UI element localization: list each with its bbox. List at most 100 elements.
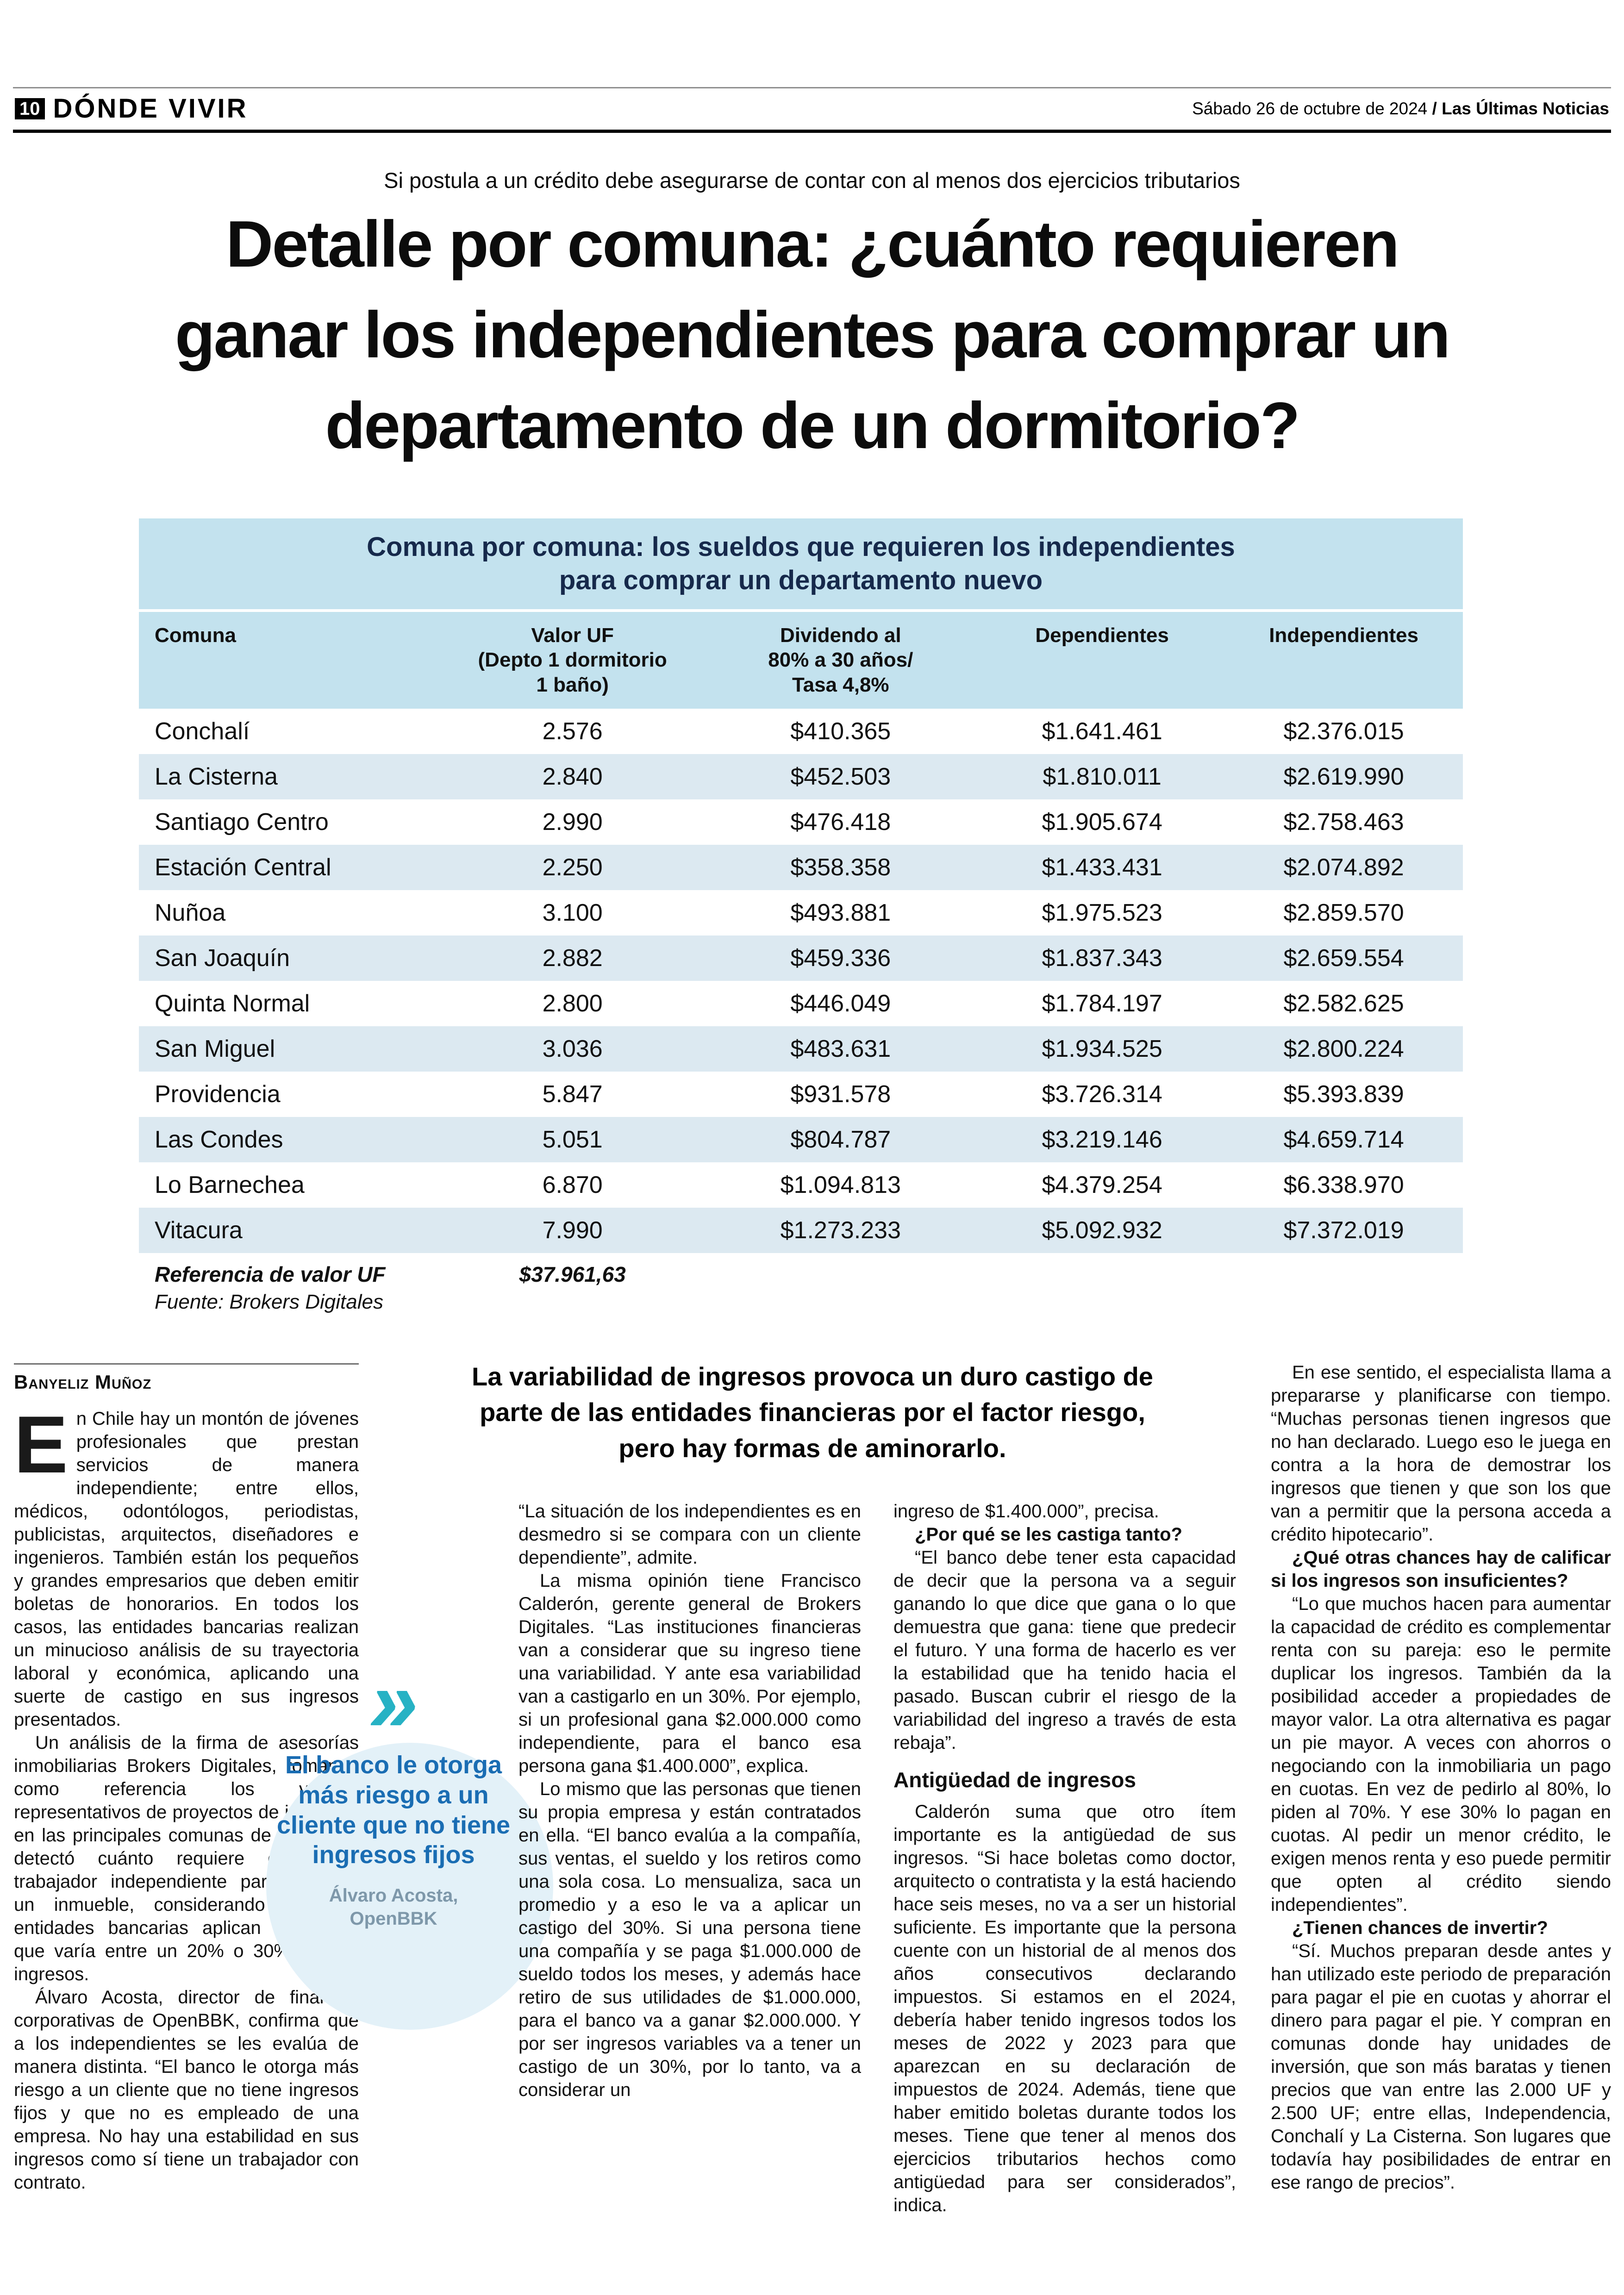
cell-independientes: $4.659.714 — [1283, 1126, 1404, 1153]
cell-dividendo: $452.503 — [790, 763, 891, 790]
question-line: ¿Por qué se les castiga tanto? — [915, 1524, 1182, 1545]
paragraph: Lo mismo que las personas que tienen su … — [518, 1779, 861, 2100]
paragraph: “Lo que muchos hacen para aumentar la ca… — [1271, 1594, 1611, 1915]
deck: La variabilidad de ingresos provoca un d… — [472, 1362, 1153, 1463]
table-row: Conchalí 2.576 $410.365 $1.641.461 $2.37… — [139, 709, 1463, 754]
question-line: ¿Tienen chances de invertir? — [1292, 1918, 1548, 1938]
paragraph: Álvaro Acosta, director de finanzas corp… — [14, 1987, 359, 2193]
cell-dependientes: $1.433.431 — [1042, 854, 1162, 881]
cell-comuna: Nuñoa — [155, 899, 226, 926]
cell-dependientes: $1.641.461 — [1042, 717, 1162, 745]
cell-dependientes: $1.934.525 — [1042, 1035, 1162, 1062]
dateline: Sábado 26 de octubre de 2024 / Las Últim… — [1192, 99, 1609, 118]
cell-dependientes: $1.975.523 — [1042, 899, 1162, 926]
col-header-dependientes: Dependientes — [1035, 624, 1169, 647]
cell-uf: 6.870 — [542, 1171, 603, 1198]
paragraph: “La situación de los independientes es e… — [518, 1501, 861, 1568]
cell-comuna: Quinta Normal — [155, 990, 310, 1017]
cell-uf: 2.840 — [542, 763, 603, 790]
cell-dependientes: $1.837.343 — [1042, 944, 1162, 972]
uf-reference-row: Referencia de valor UF $37.961,63 — [139, 1261, 1463, 1288]
cell-uf: 5.847 — [542, 1080, 603, 1108]
page-number-badge: 10 — [15, 98, 45, 119]
cell-comuna: La Cisterna — [155, 763, 278, 790]
masthead: 10 DÓNDE VIVIR Sábado 26 de octubre de 2… — [13, 87, 1611, 133]
byline: Banyeliz Muñoz — [14, 1363, 359, 1393]
paragraph: “El banco debe tener esta capacidad de d… — [893, 1547, 1236, 1753]
cell-uf: 2.250 — [542, 854, 603, 881]
cell-dividendo: $358.358 — [790, 854, 891, 881]
table-row: San Miguel 3.036 $483.631 $1.934.525 $2.… — [139, 1026, 1463, 1072]
col-header-independientes: Independientes — [1269, 624, 1418, 647]
col-header-comuna: Comuna — [155, 624, 236, 647]
col-header-dividendo: Dividendo al 80% a 30 años/ Tasa 4,8% — [768, 624, 913, 697]
table-row: Las Condes 5.051 $804.787 $3.219.146 $4.… — [139, 1116, 1463, 1162]
cell-uf: 2.990 — [542, 808, 603, 836]
cell-independientes: $2.582.625 — [1283, 990, 1404, 1017]
cell-comuna: Conchalí — [155, 717, 250, 745]
quote-chevron-icon: » — [369, 1652, 418, 1750]
cell-comuna: Lo Barnechea — [155, 1171, 305, 1198]
cell-dependientes: $3.219.146 — [1042, 1126, 1162, 1153]
question-line: ¿Qué otras chances hay de calificar si l… — [1271, 1547, 1611, 1591]
pull-quote-attribution: Álvaro Acosta, OpenBBK — [329, 1885, 458, 1929]
pull-quote: » El banco le otorga más riesgo a un cli… — [273, 1652, 514, 1930]
paragraph: En Chile hay un montón de jóvenes profes… — [14, 1400, 359, 1730]
cell-dividendo: $476.418 — [790, 808, 891, 836]
cell-dividendo: $446.049 — [790, 990, 891, 1017]
cell-comuna: Vitacura — [155, 1216, 243, 1244]
paragraph: La misma opinión tiene Francisco Calderó… — [518, 1571, 861, 1776]
cell-uf: 2.882 — [542, 944, 603, 972]
subheading: Antigüedad de ingresos — [893, 1768, 1136, 1792]
paragraph: En ese sentido, el especialista llama a … — [1271, 1362, 1611, 1545]
table-row: Providencia 5.847 $931.578 $3.726.314 $5… — [139, 1072, 1463, 1117]
cell-uf: 7.990 — [542, 1216, 603, 1244]
cell-comuna: Santiago Centro — [155, 808, 329, 836]
table-row: Santiago Centro 2.990 $476.418 $1.905.67… — [139, 799, 1463, 845]
article-column-2: “La situación de los independientes es e… — [518, 1500, 861, 2102]
cell-uf: 3.036 — [542, 1035, 603, 1062]
uf-reference-label: Referencia de valor UF — [155, 1262, 386, 1286]
cell-comuna: San Joaquín — [155, 944, 290, 972]
masthead-left: 10 DÓNDE VIVIR — [15, 93, 248, 124]
table-row: Nuñoa 3.100 $493.881 $1.975.523 $2.859.5… — [139, 890, 1463, 935]
article-column-3: ingreso de $1.400.000”, precisa. ¿Por qu… — [893, 1500, 1236, 2217]
cell-comuna: Estación Central — [155, 854, 331, 881]
cell-comuna: San Miguel — [155, 1035, 275, 1062]
paper-name: / Las Últimas Noticias — [1432, 99, 1609, 118]
cell-uf: 3.100 — [542, 899, 603, 926]
cell-uf: 2.576 — [542, 717, 603, 745]
cell-independientes: $7.372.019 — [1283, 1216, 1404, 1244]
date-text: Sábado 26 de octubre de 2024 — [1192, 99, 1432, 118]
table-row: San Joaquín 2.882 $459.336 $1.837.343 $2… — [139, 935, 1463, 981]
cell-dividendo: $1.094.813 — [780, 1171, 901, 1198]
cell-dependientes: $1.810.011 — [1043, 763, 1162, 790]
cell-dividendo: $459.336 — [790, 944, 891, 972]
table-row: Estación Central 2.250 $358.358 $1.433.4… — [139, 844, 1463, 890]
cell-independientes: $2.074.892 — [1283, 854, 1404, 881]
cell-dividendo: $804.787 — [790, 1126, 891, 1153]
cell-dependientes: $5.092.932 — [1042, 1216, 1162, 1244]
cell-independientes: $6.338.970 — [1283, 1171, 1404, 1198]
article-column-4: En ese sentido, el especialista llama a … — [1271, 1361, 1611, 2194]
cell-dependientes: $3.726.314 — [1042, 1080, 1162, 1108]
kicker: Si postula a un crédito debe asegurarse … — [384, 168, 1240, 193]
cell-comuna: Providencia — [155, 1080, 281, 1108]
headline: Detalle por comuna: ¿cuánto requieren ga… — [175, 207, 1450, 462]
commune-salary-table: Comuna por comuna: los sueldos que requi… — [139, 518, 1463, 1314]
pull-quote-text: El banco le otorga más riesgo a un clien… — [276, 1751, 511, 1869]
table-source: Fuente: Brokers Digitales — [155, 1291, 383, 1314]
uf-reference-value: $37.961,63 — [519, 1262, 626, 1286]
cell-uf: 2.800 — [542, 990, 603, 1017]
table-row: Quinta Normal 2.800 $446.049 $1.784.197 … — [139, 981, 1463, 1026]
cell-independientes: $2.659.554 — [1283, 944, 1404, 972]
paragraph: “Sí. Muchos preparan desde antes y han u… — [1271, 1941, 1611, 2193]
quote-circle-background — [266, 1743, 553, 2030]
cell-comuna: Las Condes — [155, 1126, 283, 1153]
table-footer: Referencia de valor UF $37.961,63 Fuente… — [139, 1253, 1463, 1314]
cell-dependientes: $1.784.197 — [1042, 990, 1162, 1017]
cell-independientes: $2.800.224 — [1283, 1035, 1404, 1062]
table-row: Lo Barnechea 6.870 $1.094.813 $4.379.254… — [139, 1162, 1463, 1208]
cell-dividendo: $931.578 — [790, 1080, 891, 1108]
